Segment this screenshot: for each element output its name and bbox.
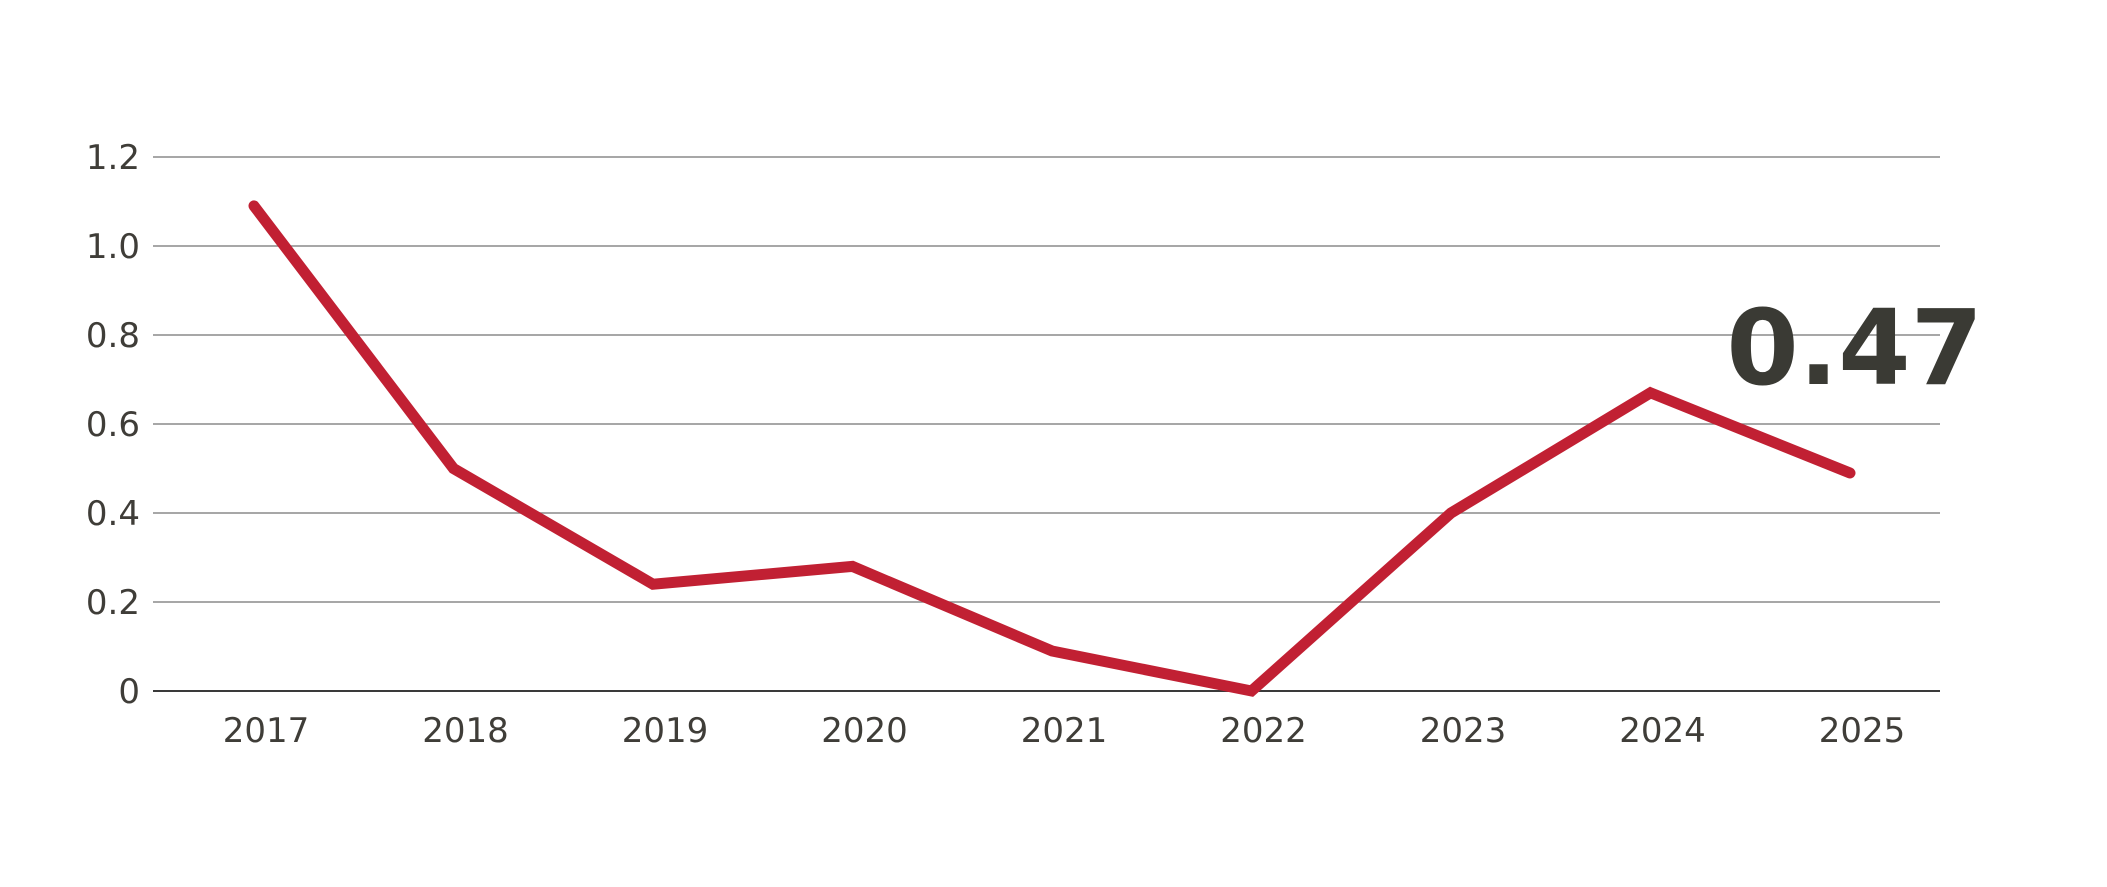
x-tick-label: 2025	[1819, 711, 1906, 751]
x-tick-label: 2017	[223, 711, 310, 751]
x-tick-label: 2018	[422, 711, 509, 751]
y-tick-label: 0.4	[86, 494, 140, 534]
x-axis-ticks: 2017 2018 2019 2020 2021 2022 2023 2024 2025	[223, 711, 1906, 751]
x-tick-label: 2019	[622, 711, 709, 751]
gridlines	[153, 156, 1940, 692]
series-layer	[248, 200, 1856, 697]
x-tick-label: 2022	[1220, 711, 1307, 751]
y-tick-label: 1.0	[86, 227, 140, 267]
y-tick-label: 0.2	[86, 583, 140, 623]
x-tick-label: 2023	[1420, 711, 1507, 751]
latest-value-label: 0.47	[1726, 287, 1983, 409]
y-tick-label: 0.8	[86, 316, 140, 356]
y-tick-label: 0	[118, 672, 140, 712]
x-tick-label: 2021	[1021, 711, 1108, 751]
x-tick-label: 2024	[1619, 711, 1706, 751]
y-tick-label: 1.2	[86, 138, 140, 178]
y-axis-ticks: 0 0.2 0.4 0.6 0.8 1.0 1.2	[86, 138, 140, 712]
x-tick-label: 2020	[821, 711, 908, 751]
y-tick-label: 0.6	[86, 405, 140, 445]
series-line	[248, 200, 1856, 697]
